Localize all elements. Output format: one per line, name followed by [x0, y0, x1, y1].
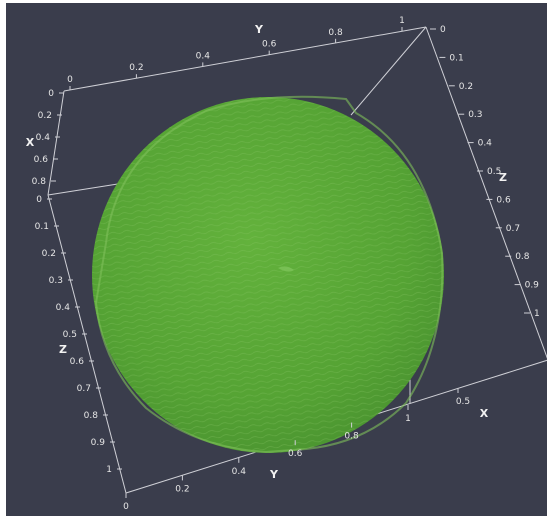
sphere-mesh[interactable]	[92, 95, 444, 454]
tick-label: 0.2	[38, 111, 52, 121]
tick-label: 0	[123, 502, 129, 512]
tick-label: 0.8	[84, 411, 99, 421]
axis-title: Y	[269, 468, 279, 481]
tick-label: 0.1	[35, 222, 49, 232]
tick-label: 0.7	[77, 384, 91, 394]
axis-bottom_y: 0 0.2 0.4 0.6 0.8 1 Y	[123, 405, 411, 512]
axis-right_z: 0 0.1 0.2 0.3 0.4 0.5 0.6 0.7 0.8 0.9 1 Z	[430, 25, 540, 319]
axis-right_x: 0.5 X	[456, 388, 489, 420]
tick-label: 0.9	[525, 281, 540, 291]
tick-label: 0.4	[196, 51, 211, 61]
axis-title: X	[480, 407, 489, 420]
axis-title: X	[26, 136, 35, 149]
tick-label: 0.2	[459, 82, 473, 92]
tick-label: 0.7	[506, 224, 520, 234]
tick-label: 0.6	[70, 357, 85, 367]
tick-label: 0.6	[34, 155, 49, 165]
tick-label: 0.8	[328, 28, 343, 38]
axis-title: Y	[254, 23, 264, 36]
axis-title: Z	[499, 171, 507, 184]
tick-label: 0.1	[449, 53, 463, 63]
tick-label: 0.6	[496, 195, 511, 205]
tick-label: 0	[67, 75, 73, 85]
3d-scene[interactable]: 00.20.40.60.81Y00.20.40.60.8X00.10.20.30…	[6, 3, 547, 516]
tick-label: 0.8	[515, 252, 530, 262]
tick-label: 0	[48, 89, 54, 99]
tick-label: 0.4	[36, 133, 51, 143]
axis-title: Z	[59, 343, 67, 356]
tick-label: 0.6	[262, 40, 277, 50]
axis-left_x: 0 0.2 0.4 0.6 0.8 X	[26, 89, 64, 187]
tick-label: 0.9	[91, 438, 106, 448]
axis-top_y: 0 0.2 0.4 0.6 0.8 1 Y	[67, 16, 405, 90]
3d-render-viewport[interactable]: 0 0.2 0.4 0.6 0.8 1 Y 0 0.2 0.4 0.6 0.8 X 0 0.1 0.2 0.3 0…	[6, 3, 547, 516]
tick-label: 0.2	[175, 484, 189, 494]
tick-label: 0.3	[49, 276, 63, 286]
tick-label: 1	[106, 465, 112, 475]
tick-label: 1	[405, 414, 411, 424]
tick-label: 0.5	[487, 167, 501, 177]
tick-label: 1	[534, 309, 540, 319]
tick-label: 0.6	[288, 449, 303, 459]
tick-label: 0.3	[468, 110, 482, 120]
tick-label: 0.5	[63, 330, 77, 340]
tick-label: 0.4	[232, 467, 247, 477]
tick-label: 0.8	[32, 177, 47, 187]
tick-label: 0.5	[456, 397, 470, 407]
tick-label: 0.2	[129, 63, 143, 73]
tick-label: 1	[399, 16, 405, 26]
tick-label: 0.4	[478, 139, 493, 149]
tick-label: 0	[440, 25, 446, 35]
tick-label: 0.8	[344, 432, 359, 442]
tick-label: 0.2	[42, 249, 56, 259]
tick-label: 0.4	[56, 303, 71, 313]
axis-left_z: 0 0.1 0.2 0.3 0.4 0.5 0.6 0.7 0.8 0.9 1 Z	[35, 195, 122, 475]
tick-label: 0	[36, 195, 42, 205]
